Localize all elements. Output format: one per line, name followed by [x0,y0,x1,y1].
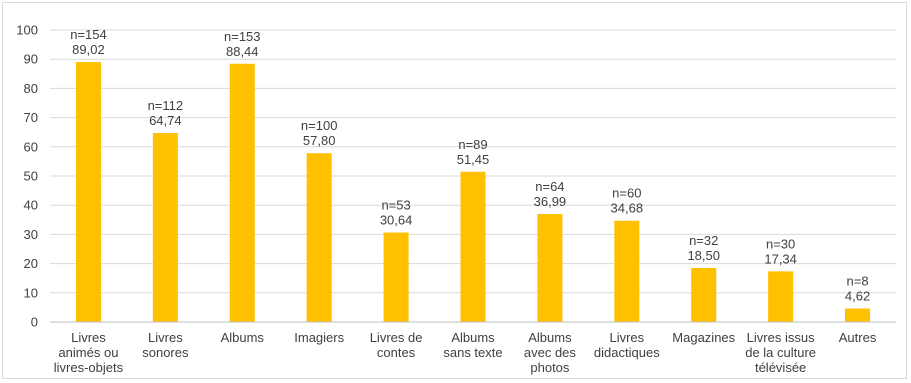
data-label: 17,34 [764,251,797,266]
data-label: 51,45 [457,152,490,167]
data-label: 89,02 [72,42,105,57]
bar [306,153,332,322]
data-label: n=30 [766,236,795,251]
bar [460,171,486,322]
category-label: de la culture [745,345,816,360]
y-tick-label: 60 [24,139,38,154]
bar [383,232,409,322]
y-tick-label: 30 [24,227,38,242]
y-tick-label: 70 [24,110,38,125]
category-label: Livres [148,330,183,345]
y-tick-label: 10 [24,285,38,300]
category-label: Imagiers [294,330,344,345]
category-label: livres-objets [54,360,124,375]
bar [152,132,178,322]
data-label: n=112 [148,98,184,113]
category-label: sonores [142,345,189,360]
bar [845,308,871,322]
data-label: 64,74 [149,113,182,128]
bar [537,213,563,322]
bar [229,63,255,323]
y-tick-label: 0 [31,315,38,330]
bar [768,271,794,322]
data-label: 4,62 [845,289,870,304]
data-label: 34,68 [611,201,644,216]
data-label: 18,50 [687,248,720,263]
y-tick-label: 90 [24,52,38,67]
y-tick-label: 100 [16,23,38,38]
y-tick-label: 50 [24,169,38,184]
category-label: Livres [609,330,644,345]
data-label: 88,44 [226,44,259,59]
data-label: n=8 [847,274,869,289]
y-tick-label: 80 [24,81,38,96]
data-label: n=100 [301,118,338,133]
category-label: sans texte [443,345,502,360]
data-label: n=153 [224,29,261,44]
y-tick-label: 40 [24,198,38,213]
category-label: Livres issus [747,330,815,345]
data-label: 57,80 [303,133,336,148]
data-label: 36,99 [534,194,567,209]
category-label: contes [377,345,416,360]
category-label: Albums [528,330,572,345]
category-label: avec des [524,345,577,360]
category-label: animés ou [58,345,118,360]
chart-frame [2,2,907,379]
data-label: n=53 [381,198,410,213]
bar [691,267,717,322]
bar [75,62,101,323]
category-label: Livres [71,330,106,345]
category-label: Albums [451,330,495,345]
category-label: télévisée [755,360,806,375]
category-label: Albums [221,330,265,345]
category-label: didactiques [594,345,660,360]
data-label: n=64 [535,179,564,194]
data-label: n=32 [689,233,718,248]
category-label: Magazines [672,330,735,345]
y-tick-label: 20 [24,256,38,271]
data-label: n=60 [612,186,641,201]
category-label: Livres de [370,330,423,345]
data-label: n=154 [70,27,107,42]
bar [614,220,640,322]
category-label: Autres [839,330,877,345]
data-label: 30,64 [380,213,413,228]
category-label: photos [530,360,570,375]
data-label: n=89 [458,137,487,152]
